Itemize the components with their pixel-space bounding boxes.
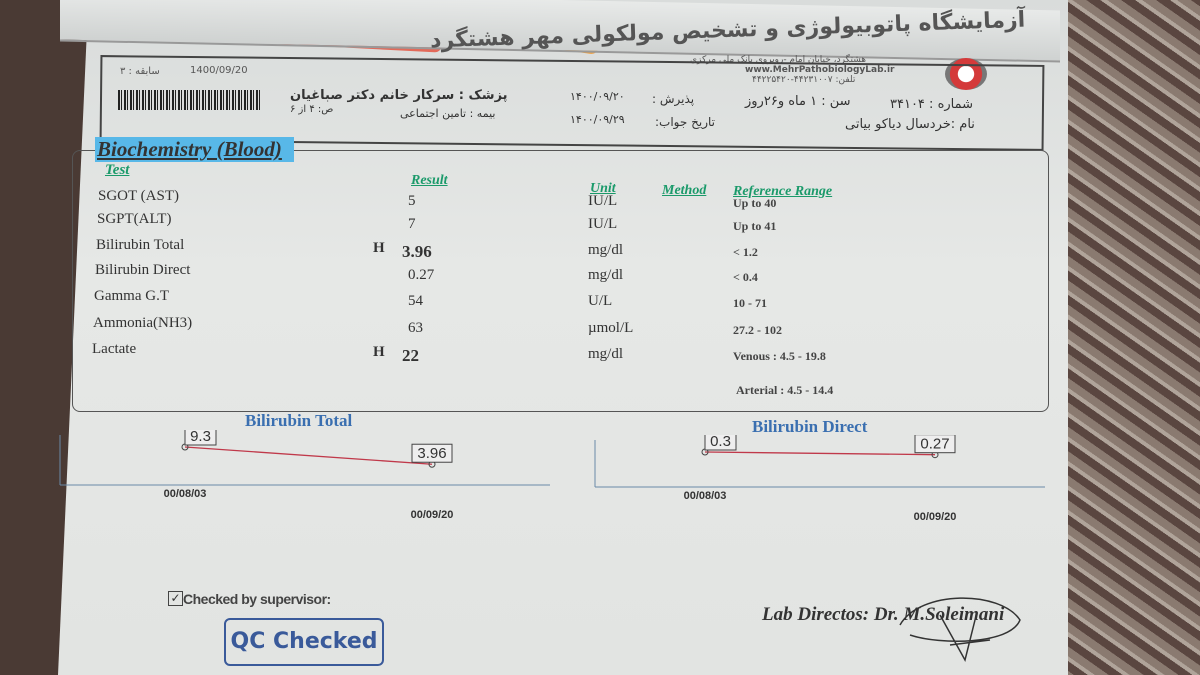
lab-address: هشتگرد، خیابان امام -روبروی بانک ملی مرک…: [690, 55, 867, 65]
history: سابقه : ۳: [120, 66, 160, 77]
unit: mg/dl: [588, 242, 624, 258]
director-signature: [899, 597, 1021, 663]
result-value: 22: [402, 346, 419, 365]
patient-name: نام :خردسال دیاکو بیاتی: [845, 117, 975, 132]
bilirubin-direct-chart: 0.3 00/08/03 0.27 00/09/20: [594, 435, 1045, 523]
test-name: SGPT(ALT): [97, 211, 172, 227]
x-tick-label: 00/09/20: [914, 511, 957, 523]
unit: IU/L: [588, 193, 618, 209]
answer-label: تاریخ جواب:: [655, 115, 715, 129]
test-name: Lactate: [92, 341, 137, 357]
result-value: 0.27: [408, 267, 435, 283]
data-label-box: [704, 435, 737, 451]
data-label: 9.3: [190, 430, 211, 445]
reference-range: 10 - 71: [733, 296, 767, 310]
unit: mg/dl: [588, 267, 624, 283]
reference-range: Venous : 4.5 - 19.8: [733, 349, 826, 363]
doctor: پزشک : سرکار خانم دکتر صباغیان: [290, 88, 508, 103]
reference-range: 27.2 - 102: [733, 323, 782, 337]
reference-range: < 1.2: [733, 245, 758, 259]
data-label: 0.3: [710, 435, 731, 450]
lab-logo: [945, 58, 987, 90]
result-value: 5: [408, 193, 416, 209]
result-value: 63: [408, 320, 423, 336]
barcode-date: 1400/09/20: [190, 65, 248, 76]
unit: mg/dl: [588, 346, 624, 362]
reference-range: Up to 41: [733, 219, 777, 233]
chart-title-bilirubin-direct: Bilirubin Direct: [752, 417, 868, 436]
reference-range: < 0.4: [733, 270, 758, 284]
lab-phone: تلفن: ۴۴۲۳۱۰۰۷-۴۴۲۲۵۴۲۰: [752, 75, 856, 85]
supervisor-checkbox: ✓: [168, 591, 183, 606]
section-title: Biochemistry (Blood): [95, 137, 294, 162]
result-flag: H: [373, 344, 385, 360]
bilirubin-total-chart: 9.3 00/08/03 3.96 00/09/20: [59, 430, 550, 521]
test-name: Bilirubin Total: [96, 237, 185, 253]
test-name: Ammonia(NH3): [93, 315, 193, 331]
unit: µmol/L: [588, 320, 634, 336]
reference-range: Up to 40: [733, 196, 777, 210]
col-unit: Unit: [590, 181, 616, 196]
col-reference: Reference Range: [733, 184, 833, 199]
barcode: [118, 90, 260, 110]
chart-title-bilirubin-total: Bilirubin Total: [245, 411, 353, 430]
test-name: Bilirubin Direct: [95, 262, 191, 278]
unit: U/L: [588, 293, 613, 309]
background-carpet: [1060, 0, 1200, 675]
unit: IU/L: [588, 216, 618, 232]
insurance: بیمه : تامین اجتماعی: [400, 107, 496, 120]
qc-checked-stamp: QC Checked: [224, 618, 384, 666]
result-flag: H: [373, 240, 385, 256]
results-box: [72, 150, 1049, 412]
lab-website: www.MehrPathobiologyLab.ir: [745, 65, 895, 75]
x-tick-label: 00/08/03: [164, 488, 207, 500]
series-line: [184, 446, 433, 465]
x-tick-label: 00/09/20: [411, 509, 454, 521]
admission-date: ۱۴۰۰/۰۹/۲۰: [570, 90, 625, 103]
col-result: Result: [411, 173, 448, 188]
data-label-box: [411, 443, 453, 463]
page-number: ص: ۴ از ۶: [290, 104, 334, 115]
lab-director: Lab Directos: Dr. M.Soleimani: [762, 604, 1005, 625]
checked-by-supervisor: Checked by supervisor:: [183, 591, 331, 607]
reference-arterial: Arterial : 4.5 - 14.4: [736, 383, 834, 397]
series-line: [704, 451, 936, 456]
test-name: Gamma G.T: [94, 288, 169, 304]
result-value: 7: [408, 216, 416, 232]
data-label-box: [914, 435, 956, 454]
admission-label: پذیرش :: [652, 92, 695, 106]
patient-number: شماره : ۳۴۱۰۴: [890, 97, 974, 112]
col-method: Method: [662, 183, 707, 198]
data-label: 0.27: [920, 436, 949, 453]
data-label: 3.96: [417, 445, 446, 462]
result-value: 3.96: [402, 242, 432, 261]
lab-report-page: [58, 0, 1068, 675]
patient-age: سن : ۱ ماه و۲۶روز: [745, 94, 851, 109]
col-test: Test: [105, 162, 130, 178]
test-name: SGOT (AST): [98, 188, 179, 204]
x-tick-label: 00/08/03: [684, 490, 727, 502]
answer-date: ۱۴۰۰/۰۹/۲۹: [570, 113, 625, 126]
result-value: 54: [408, 293, 423, 309]
data-label-box: [184, 430, 217, 446]
